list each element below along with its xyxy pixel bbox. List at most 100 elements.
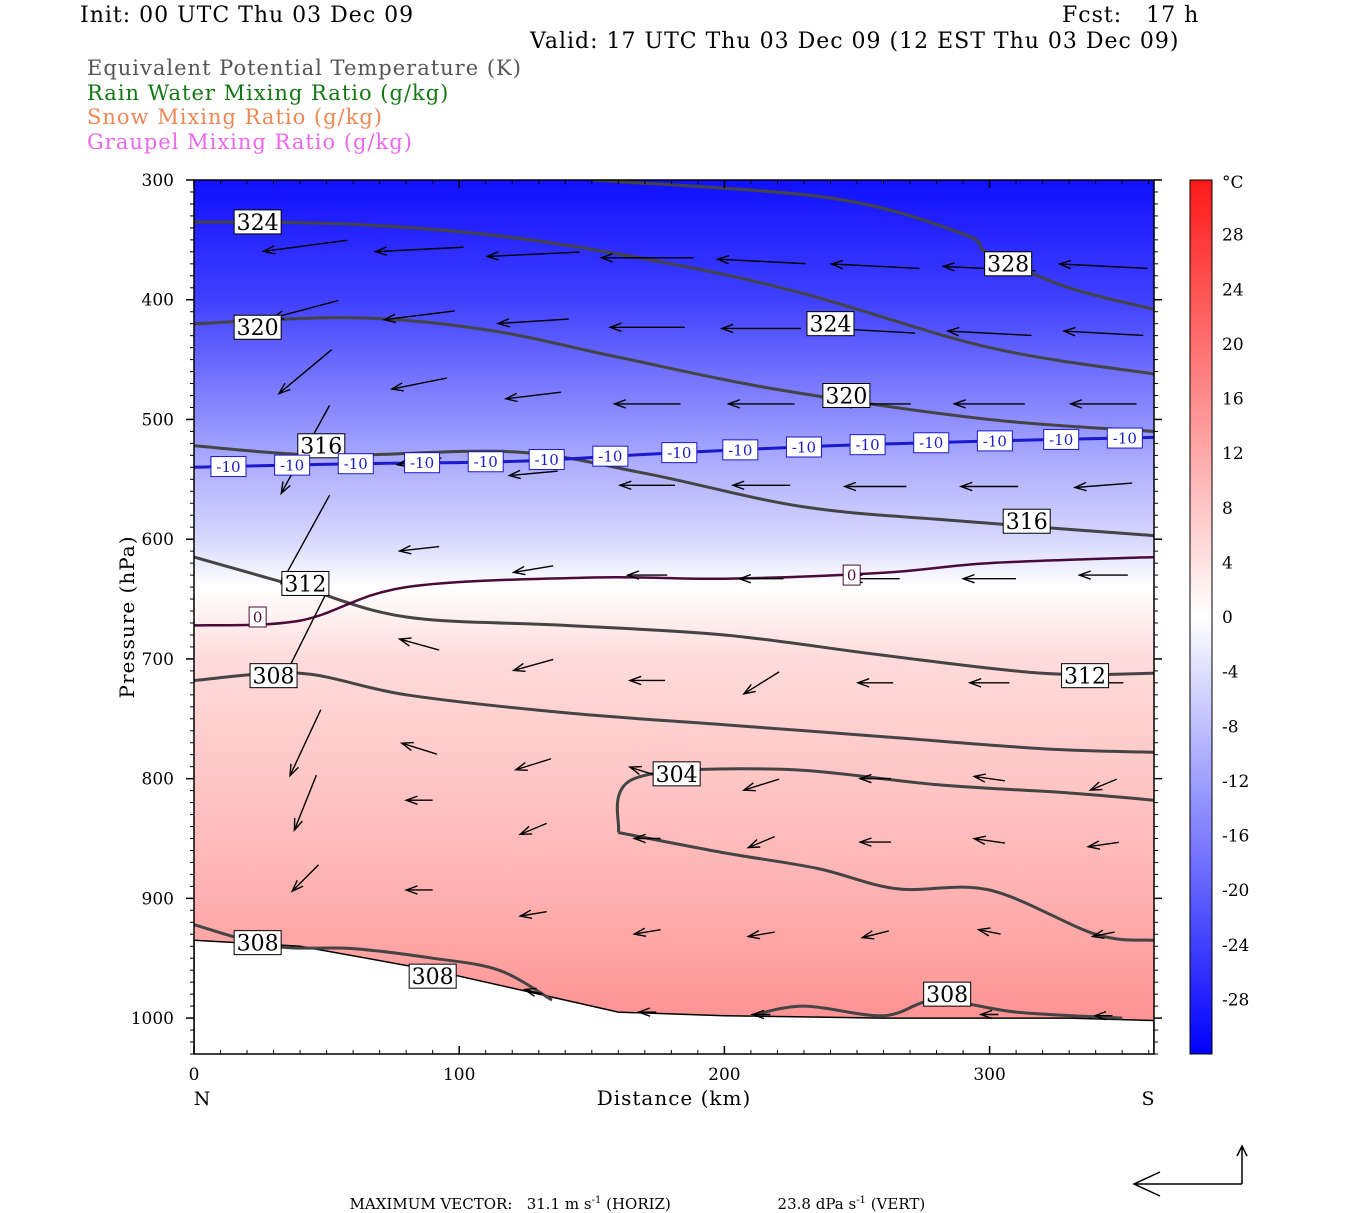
wind-vector-head	[976, 927, 991, 937]
isotherm-label: -10	[785, 436, 822, 458]
x-tick-label: 300	[973, 1065, 1005, 1085]
wind-vectors	[261, 239, 1148, 1021]
theta-e-contour-304	[618, 831, 1154, 942]
wind-vector	[599, 253, 694, 263]
wind-vector-head	[972, 773, 987, 783]
wind-vector	[404, 795, 433, 805]
wind-vector	[1090, 929, 1115, 939]
colorbar-tick-label: 0	[1222, 608, 1233, 628]
theta-e-label-box	[249, 663, 298, 689]
wind-vector	[522, 987, 543, 997]
y-tick-label: 500	[142, 410, 174, 430]
wind-vector-head	[1077, 570, 1091, 580]
theta-e-label-box	[281, 570, 330, 596]
wind-vector-head	[513, 761, 528, 771]
isotherm-label: -10	[404, 452, 441, 474]
wind-vector-head	[277, 382, 291, 395]
wind-vector-shaft	[513, 658, 554, 672]
max-vector-label: MAXIMUM VECTOR:	[349, 1195, 513, 1213]
wind-vector-head	[389, 382, 404, 392]
theta-e-label: 320	[822, 383, 871, 409]
wind-vector-shaft	[375, 246, 464, 253]
theta-e-label: 308	[249, 663, 298, 690]
wind-vector-head	[382, 313, 397, 324]
theta-e-label: 324	[233, 209, 282, 236]
theta-e-contour-308	[750, 998, 1123, 1020]
isotherm-label: -10	[722, 439, 759, 461]
wind-vector-shaft	[498, 318, 569, 325]
theta-e-label-text: 324	[237, 211, 279, 236]
wind-vector	[858, 773, 891, 784]
wind-vector-head	[961, 573, 975, 584]
theta-e-label: 312	[281, 570, 330, 597]
wind-vector	[967, 678, 1010, 688]
wind-vector-shaft	[831, 263, 920, 270]
x-axis-title: Distance (km)	[597, 1086, 752, 1110]
isotherm-label-text: -10	[856, 436, 880, 454]
isotherm-label-text: -10	[667, 444, 691, 462]
isotherm-label-text: -10	[216, 458, 240, 476]
wind-vector	[719, 323, 802, 334]
isotherm-label-text: -10	[919, 434, 943, 452]
colorbar-tick-label: -4	[1222, 663, 1239, 683]
wind-vector-shaft	[515, 758, 552, 771]
colorbar-tick-label: -12	[1222, 772, 1249, 792]
wind-vector-shaft	[399, 638, 440, 651]
theta-e-label-text: 320	[825, 384, 867, 409]
wind-vector	[518, 909, 547, 919]
theta-e-contour-308	[194, 671, 1154, 754]
wind-vector	[742, 671, 780, 695]
theta-e-label: 316	[1002, 508, 1051, 535]
wind-vector-head	[280, 481, 291, 496]
wind-vector	[293, 774, 318, 832]
wind-vector	[858, 837, 891, 847]
wind-vector	[636, 1007, 657, 1017]
isotherm-label-box	[1043, 428, 1080, 450]
theta-e-label-box	[822, 383, 871, 409]
wind-vector	[496, 318, 569, 328]
vert-exponent: -1	[856, 1195, 866, 1206]
wind-vector-shaft	[399, 545, 440, 552]
wind-vector	[726, 399, 795, 409]
isotherm-label: -10	[274, 454, 311, 476]
isotherm-zero-label-text: 0	[847, 566, 857, 584]
isotherm-label: -10	[337, 453, 374, 475]
isotherm-label-text: -10	[280, 457, 304, 475]
theta-e-label: 324	[806, 311, 855, 338]
colorbar-tick-label: -28	[1222, 990, 1249, 1010]
theta-e-label-text: 312	[1064, 665, 1106, 690]
theta-e-label-text: 328	[987, 253, 1029, 278]
wind-vector-head	[829, 259, 844, 270]
wind-vector	[617, 480, 675, 491]
isotherm-zero-label: 0	[842, 564, 861, 586]
temperature-fill	[194, 180, 1154, 1054]
colorbar-tick-label: 16	[1222, 390, 1244, 410]
wind-vector	[511, 658, 554, 672]
isotherm-label-text: -10	[1113, 429, 1137, 447]
wind-vector-head	[1061, 326, 1076, 337]
wind-vector	[608, 322, 685, 333]
wind-vector	[855, 678, 894, 688]
wind-vector-head	[945, 326, 960, 337]
wind-vector-shaft	[278, 349, 333, 395]
wind-vector	[741, 778, 780, 792]
wind-vector-head	[627, 675, 642, 686]
wind-vector-shaft	[1059, 263, 1148, 270]
wind-vector-head	[858, 773, 872, 784]
wind-vector-head	[860, 930, 875, 940]
colorbar: °C 28 24 20 16 12 8 4 0 -4 -8 -12 -16 -20 -24 -28	[1189, 173, 1249, 1055]
isotherm-label-box	[913, 432, 950, 454]
wind-vector-head	[496, 318, 510, 328]
isotherm-label-box	[404, 452, 441, 474]
isotherm-label-text: -10	[792, 438, 816, 456]
wind-vector-head	[511, 565, 526, 576]
wind-vector-shaft	[748, 931, 775, 938]
isotherm-label-box	[210, 456, 247, 478]
theta-e-label-text: 316	[1006, 510, 1048, 535]
wind-vector	[632, 833, 661, 844]
wind-vector-head	[719, 323, 734, 334]
wind-vector-head	[1057, 259, 1072, 270]
wind-vector-head	[612, 399, 627, 409]
wind-vector-head	[858, 837, 872, 847]
isotherm-zero-label-box	[842, 564, 861, 586]
